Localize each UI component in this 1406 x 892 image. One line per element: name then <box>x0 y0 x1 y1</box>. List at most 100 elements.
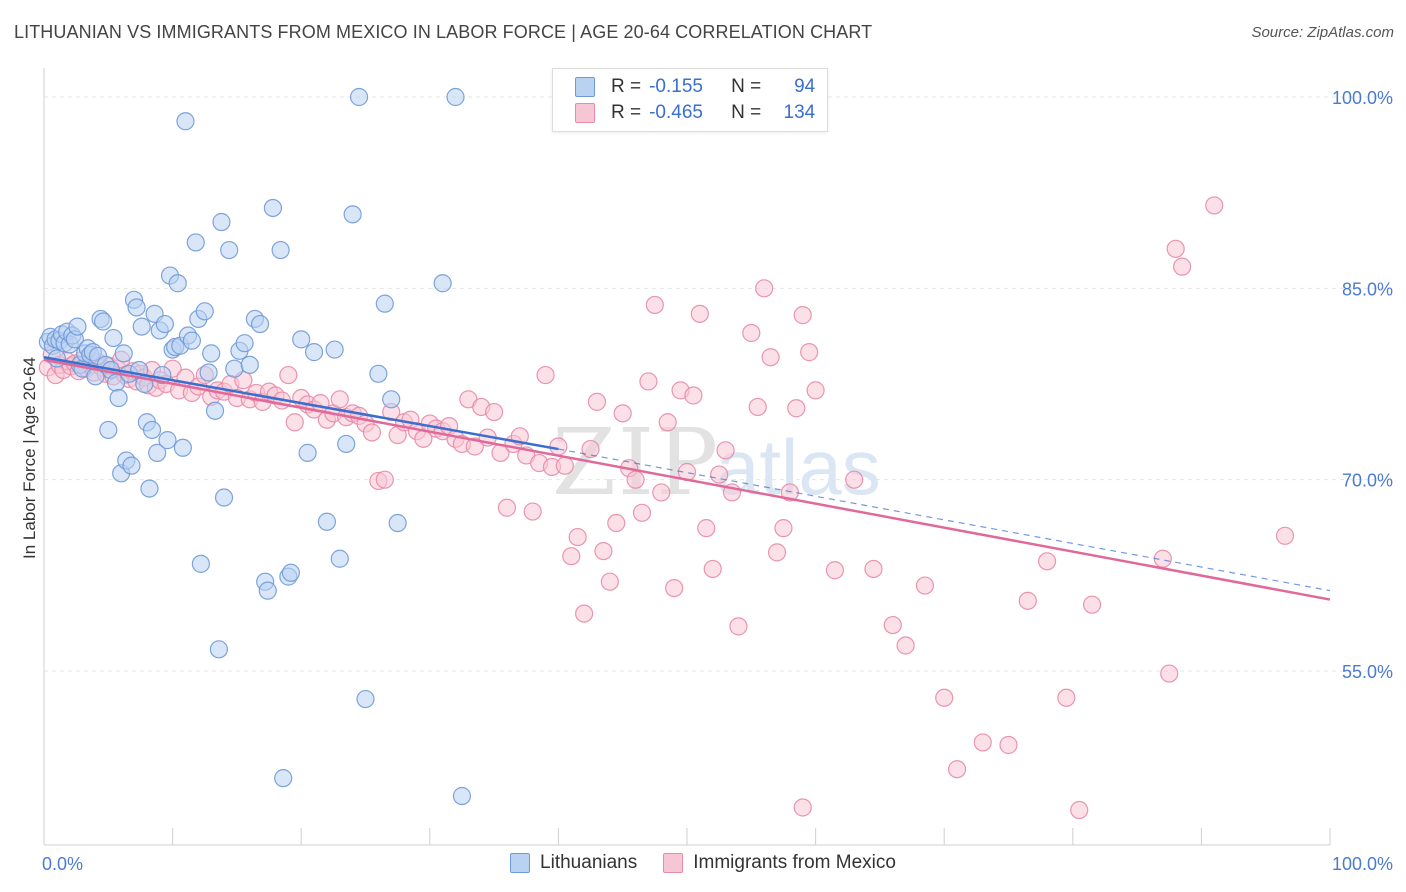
data-point-mexico <box>562 547 581 566</box>
data-point-lithuanian <box>99 420 118 440</box>
legend-item-lithuanians[interactable]: Lithuanians <box>510 852 637 874</box>
data-point-mexico <box>375 470 394 489</box>
data-point-lithuanian <box>122 456 141 475</box>
stats-n-value: 94 <box>794 76 816 97</box>
data-point-mexico <box>639 372 658 391</box>
data-point-mexico <box>883 615 902 635</box>
data-point-lithuanian <box>271 240 290 260</box>
data-point-mexico <box>1166 239 1185 258</box>
data-point-mexico <box>793 306 812 325</box>
data-point-mexico <box>1160 664 1179 683</box>
stats-swatch-pink <box>575 103 595 123</box>
data-point-lithuanian <box>155 314 174 334</box>
legend-item-mexico[interactable]: Immigrants from Mexico <box>663 852 896 874</box>
data-point-mexico <box>665 578 684 598</box>
data-point-mexico <box>774 519 793 538</box>
data-point-lithuanian <box>127 298 146 317</box>
data-point-mexico <box>465 437 484 456</box>
data-point-mexico <box>1057 688 1076 707</box>
trend-line-lithuanians <box>43 355 559 451</box>
data-point-lithuanian <box>212 212 231 232</box>
data-point-lithuanian <box>446 87 465 107</box>
data-point-mexico <box>1173 257 1192 276</box>
data-point-mexico <box>362 423 382 442</box>
data-point-lithuanian <box>250 314 270 334</box>
stats-row-lithuanians: R = -0.155 N = 94 <box>575 75 815 99</box>
series-lithuanians <box>38 87 472 806</box>
data-point-lithuanian <box>209 640 228 659</box>
data-point-mexico <box>581 439 600 459</box>
stats-row-mexico: R = -0.465 N = 134 <box>575 101 815 125</box>
data-point-mexico <box>935 688 954 707</box>
source-label: Source: ZipAtlas.com <box>1251 24 1394 41</box>
data-point-mexico <box>761 348 780 367</box>
data-point-mexico <box>755 279 774 298</box>
data-point-mexico <box>716 441 735 460</box>
legend-label-lithuanians: Lithuanians <box>540 852 638 873</box>
data-point-lithuanian <box>274 769 293 788</box>
data-point-mexico <box>800 343 819 362</box>
stats-r-value: -0.465 <box>649 102 703 123</box>
data-point-lithuanian <box>195 302 214 321</box>
data-point-mexico <box>658 413 677 432</box>
data-point-mexico <box>999 735 1018 755</box>
data-point-lithuanian <box>330 549 349 568</box>
stats-r-value: -0.155 <box>649 76 703 97</box>
data-point-mexico <box>793 798 812 817</box>
data-point-lithuanian <box>220 240 239 260</box>
data-point-mexico <box>1070 800 1089 820</box>
y-tick-label: 100.0% <box>1332 88 1393 108</box>
data-point-lithuanian <box>375 294 394 313</box>
data-point-lithuanian <box>235 334 254 353</box>
data-point-mexico <box>1082 595 1102 614</box>
data-point-mexico <box>497 498 517 517</box>
data-point-mexico <box>1018 591 1037 610</box>
data-point-lithuanian <box>388 513 407 533</box>
data-point-mexico <box>729 617 748 636</box>
legend-label-mexico: Immigrants from Mexico <box>693 852 896 873</box>
data-point-mexico <box>973 733 992 752</box>
data-point-lithuanian <box>292 330 311 349</box>
data-point-mexico <box>710 465 729 484</box>
data-point-lithuanian <box>382 390 401 409</box>
data-point-lithuanian <box>337 434 356 454</box>
y-tick-label: 85.0% <box>1342 279 1393 299</box>
data-point-lithuanian <box>109 388 128 408</box>
data-point-mexico <box>607 513 626 533</box>
y-axis-label: In Labor Force | Age 20-64 <box>20 357 39 559</box>
legend: Lithuanians Immigrants from Mexico <box>0 852 1406 874</box>
data-point-lithuanian <box>240 355 259 374</box>
data-point-mexico <box>806 381 825 400</box>
data-point-mexico <box>549 437 568 456</box>
data-point-lithuanian <box>258 581 277 600</box>
data-point-lithuanian <box>199 363 218 382</box>
data-point-mexico <box>626 470 645 489</box>
trend-line-lithuanians-extension <box>558 448 1331 592</box>
data-point-lithuanian <box>168 274 187 293</box>
data-point-lithuanian <box>214 488 234 507</box>
data-point-mexico <box>279 365 298 385</box>
axis-labels: 100.0% 85.0% 70.0% 55.0% 0.0% 100.0% In Labor … <box>20 88 1393 874</box>
data-point-lithuanian <box>142 420 162 440</box>
data-point-mexico <box>767 543 787 562</box>
data-point-mexico <box>645 295 664 315</box>
data-point-lithuanian <box>433 274 452 293</box>
y-tick-label: 55.0% <box>1342 662 1393 682</box>
data-point-mexico <box>703 559 722 579</box>
data-point-mexico <box>896 636 915 655</box>
watermark-atlas: atlas <box>716 423 881 511</box>
data-point-lithuanian <box>202 344 221 363</box>
data-point-mexico <box>787 399 806 418</box>
data-point-mexico <box>594 541 613 561</box>
data-point-lithuanian <box>140 479 159 498</box>
data-point-lithuanian <box>148 443 167 462</box>
data-point-mexico <box>748 397 767 417</box>
data-point-mexico <box>568 527 587 547</box>
x-tick-label-left: 0.0% <box>42 854 83 874</box>
data-point-mexico <box>536 365 555 385</box>
data-point-lithuanian <box>114 344 133 363</box>
data-point-lithuanian <box>173 438 192 457</box>
data-point-lithuanian <box>176 112 195 131</box>
data-point-mexico <box>555 456 574 475</box>
